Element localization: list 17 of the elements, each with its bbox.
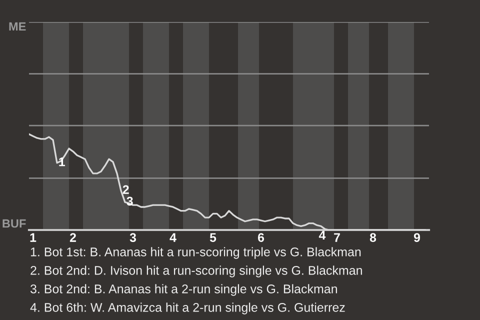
text: 4. Bot 6th: W. Amavizca hit a 2-run single vs G. Gutierrez — [30, 302, 345, 314]
annotation: 1 — [59, 158, 65, 166]
x-tick-label: 6 — [258, 233, 264, 242]
x-tick-label: 8 — [370, 233, 376, 242]
text: 2. Bot 2nd: D. Ivison hit a run-scoring single vs G. Blackman — [30, 266, 362, 278]
x-tick-label: 2 — [70, 233, 76, 242]
text: BUF — [2, 219, 26, 228]
x-tick-label: 3 — [130, 233, 136, 242]
x-tick-label: 5 — [210, 233, 216, 242]
x-tick-label: 7 — [334, 233, 340, 242]
x-tick-label: 1 — [30, 233, 36, 242]
text: 1. Bot 1st: B. Ananas hit a run-scoring triple vs G. Blackman — [30, 247, 361, 259]
text: 3. Bot 2nd: B. Ananas hit a 2-run single vs G. Blackman — [30, 284, 337, 296]
x-tick-label: 4 — [170, 233, 176, 242]
annotation: 2 — [122, 185, 129, 194]
x-tick-label: 9 — [414, 233, 420, 242]
text: ME — [9, 22, 26, 31]
